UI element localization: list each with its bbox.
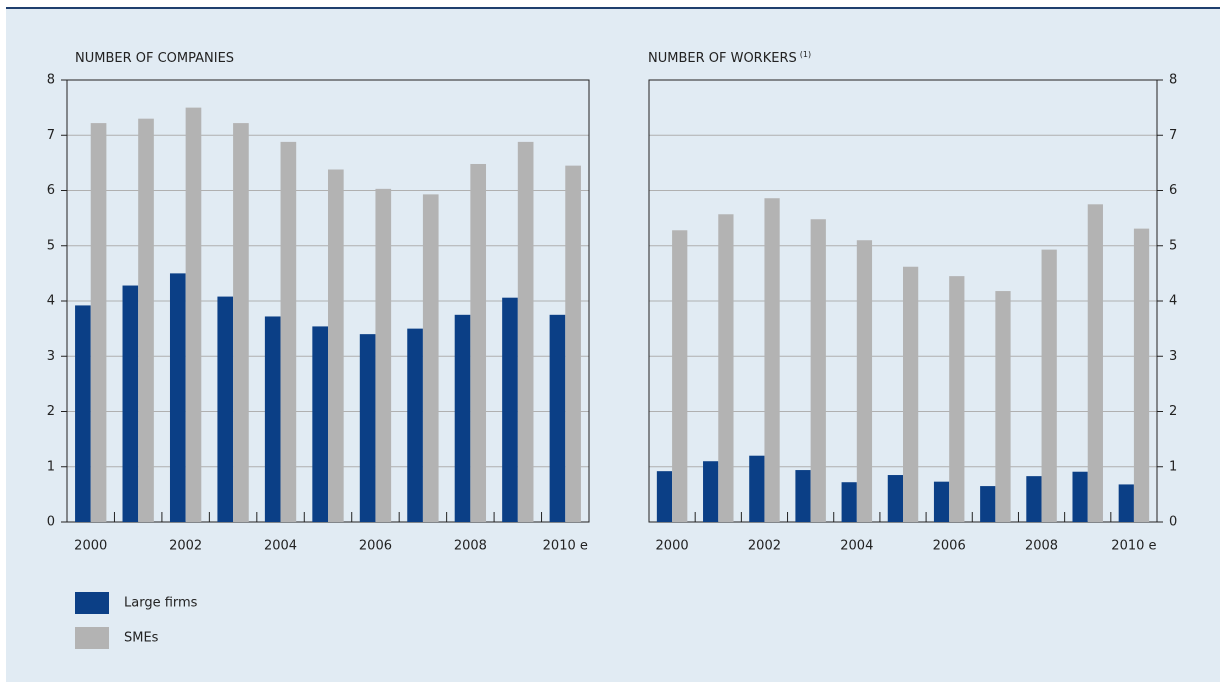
bar	[185, 107, 202, 522]
x-tick-label: 2004	[264, 539, 297, 554]
y-tick-label: 2	[1169, 404, 1177, 419]
chart-title-text: NUMBER OF WORKERS	[648, 51, 797, 66]
bar	[718, 214, 734, 522]
bar	[1087, 204, 1103, 522]
y-tick-label: 5	[47, 238, 55, 253]
bar	[328, 169, 344, 522]
y-tick-label: 6	[47, 183, 55, 198]
bar	[122, 285, 139, 522]
y-tick-label: 1	[1169, 459, 1177, 474]
x-tick-label: 2010 e	[1111, 539, 1156, 554]
bar	[949, 276, 965, 522]
bar	[810, 219, 826, 523]
bar	[1026, 476, 1042, 522]
y-tick-label: 1	[47, 459, 55, 474]
bar	[656, 471, 673, 522]
bar	[856, 240, 873, 522]
bar	[1041, 249, 1057, 522]
y-tick-label: 4	[47, 294, 55, 309]
x-tick-label: 2000	[74, 539, 107, 554]
y-tick-label: 4	[1169, 294, 1177, 309]
legend-label: Large firms	[124, 596, 198, 611]
bar	[454, 314, 471, 522]
y-tick-label: 2	[47, 404, 55, 419]
bar	[703, 461, 719, 522]
bar	[233, 123, 249, 522]
x-tick-label: 2000	[656, 539, 689, 554]
chart-title-text: NUMBER OF COMPANIES	[75, 51, 234, 66]
y-tick-label: 0	[47, 515, 55, 530]
bar	[672, 230, 688, 522]
x-tick-label: 2008	[1025, 539, 1058, 554]
bar	[264, 316, 281, 522]
bar	[764, 198, 780, 523]
bar	[359, 334, 376, 522]
x-tick-label: 2008	[454, 539, 487, 554]
legend-swatch	[75, 627, 109, 649]
bar	[749, 455, 765, 522]
bar	[407, 328, 423, 522]
bar	[980, 486, 996, 522]
x-tick-label: 2010 e	[543, 539, 588, 554]
bar	[995, 291, 1011, 522]
bar	[887, 475, 903, 522]
y-tick-label: 3	[47, 349, 55, 364]
x-tick-label: 2004	[840, 539, 873, 554]
x-tick-label: 2002	[169, 539, 202, 554]
bar	[90, 123, 107, 522]
y-tick-label: 5	[1169, 238, 1177, 253]
legend-label: SMEs	[124, 631, 159, 646]
x-tick-label: 2002	[748, 539, 781, 554]
panel-background	[6, 8, 1220, 682]
bar	[517, 141, 534, 522]
bar	[903, 266, 919, 522]
legend-swatch	[75, 592, 109, 614]
bar	[470, 163, 487, 523]
x-tick-label: 2006	[359, 539, 392, 554]
bar	[422, 194, 439, 522]
bar	[1072, 471, 1088, 522]
bar	[138, 118, 154, 523]
bar	[565, 165, 581, 522]
y-tick-label: 7	[1169, 128, 1177, 143]
bar	[169, 273, 186, 522]
x-tick-label: 2006	[933, 539, 966, 554]
chart-title: NUMBER OF COMPANIES	[75, 51, 234, 66]
bar	[217, 296, 234, 522]
bar	[312, 326, 328, 522]
y-tick-label: 7	[47, 128, 55, 143]
y-tick-label: 8	[1169, 73, 1177, 88]
bar	[75, 305, 91, 522]
bar	[933, 481, 950, 522]
bar	[1118, 484, 1134, 522]
y-tick-label: 6	[1169, 183, 1177, 198]
y-tick-label: 3	[1169, 349, 1177, 364]
bar	[502, 297, 518, 522]
bar	[795, 470, 811, 522]
chart-title: NUMBER OF WORKERS (1)	[648, 50, 811, 66]
chart-title-note: (1)	[800, 50, 811, 59]
bar	[375, 188, 392, 522]
y-tick-label: 0	[1169, 515, 1177, 530]
y-tick-label: 8	[47, 73, 55, 88]
bar	[280, 141, 297, 522]
bar	[549, 314, 566, 522]
bar	[841, 482, 857, 522]
bar	[1133, 228, 1150, 522]
